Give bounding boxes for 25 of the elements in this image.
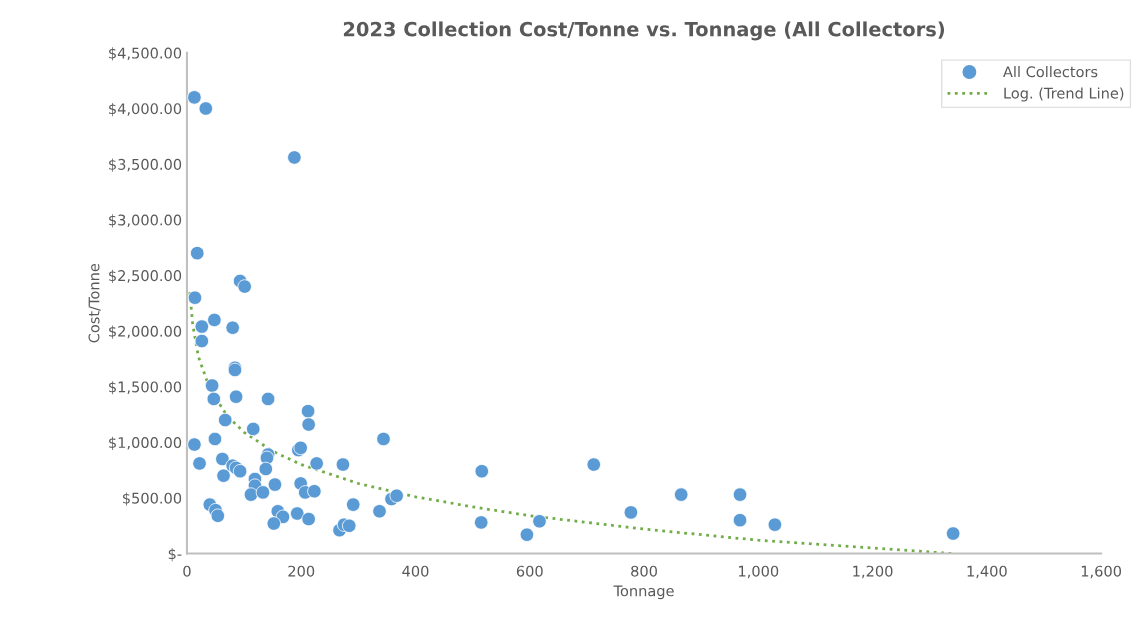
y-tick-label: $2,500.00 [109, 269, 182, 284]
y-tick-label: $4,000.00 [109, 102, 182, 117]
chart-title: 2023 Collection Cost/Tonne vs. Tonnage (All Collectors) [343, 21, 945, 41]
x-tick-label: 400 [402, 565, 429, 577]
x-axis-title: Tonnage [613, 585, 674, 600]
y-tick-label: $3,500.00 [109, 158, 182, 172]
x-tick-label: 1,000 [739, 565, 779, 579]
y-tick-label: $4,500.00 [109, 47, 182, 61]
y-tick-label: $- [168, 548, 182, 562]
x-tick-label: 1,400 [967, 565, 1007, 579]
x-tick-label: 1,600 [1081, 565, 1122, 579]
legend-label: All Collectors [1003, 66, 1098, 78]
x-tick-label: 800 [631, 565, 657, 577]
legend-label: Log. (Trend Line) [1004, 87, 1124, 102]
y-axis-title: Cost/Tonne [88, 263, 101, 343]
y-tick-label: $1,500.00 [109, 381, 182, 395]
y-tick-label: $500.00 [123, 492, 182, 506]
x-tick-label: 0 [183, 565, 191, 577]
line-series [188, 290, 954, 554]
y-tick-label: $2,000.00 [109, 325, 182, 339]
x-tick-label: 1,200 [853, 565, 893, 579]
x-tick-label: 200 [288, 565, 315, 577]
y-tick-label: $1,000.00 [109, 436, 182, 450]
y-tick-label: $3,000.00 [109, 214, 182, 228]
x-tick-label: 600 [516, 565, 543, 577]
